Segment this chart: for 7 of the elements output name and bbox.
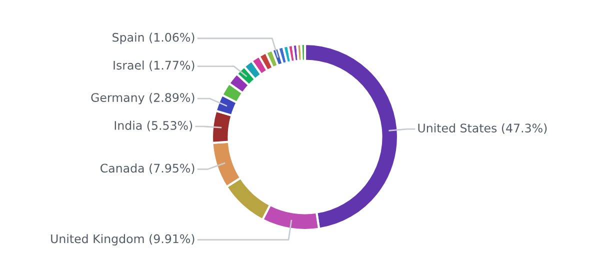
slice-label: United Kingdom (9.91%) (51, 234, 194, 246)
slice-label: Spain (1.06%) (112, 32, 194, 44)
slice-label: Israel (1.77%) (114, 60, 194, 72)
slice-label: United States (47.3%) (418, 123, 547, 134)
slice-label: Canada (7.95%) (100, 164, 194, 174)
slice-label: Germany (2.89%) (91, 92, 194, 104)
slice-label: India (5.53%) (114, 120, 192, 132)
